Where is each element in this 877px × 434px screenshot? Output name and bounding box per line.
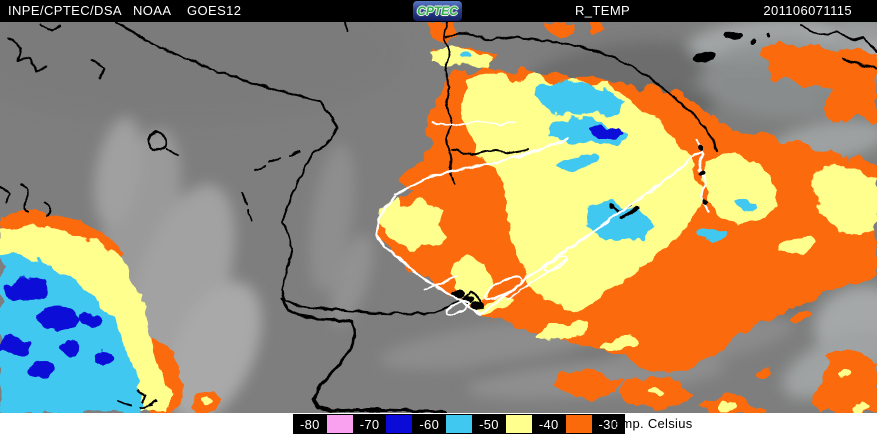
satellite-label: GOES12 <box>187 3 242 18</box>
country-borders <box>0 22 877 413</box>
legend-swatch-cyan <box>446 415 473 433</box>
timestamp-label: 201106071115 <box>763 3 852 18</box>
legend-label--80: -80 <box>300 416 320 432</box>
legend-swatch-yellow <box>505 415 532 433</box>
coastline-highlight <box>374 120 710 316</box>
legend-label--30: -30 <box>598 416 619 432</box>
legend-label--40: -40 <box>538 416 559 432</box>
legend-strip: -80 -70 -60 -50 -40 -30 <box>293 414 626 434</box>
legend-swatch-blue <box>386 415 413 433</box>
header-bar: INPE/CPTEC/DSA NOAA GOES12 CPTEC R_TEMP … <box>0 0 877 22</box>
legend-bar: -80 -70 -60 -50 -40 -30 Temp. Celsius <box>0 413 877 434</box>
legend-swatch-pink <box>326 415 353 433</box>
legend-label--60: -60 <box>419 416 440 432</box>
satellite-map <box>0 22 877 413</box>
legend-label--70: -70 <box>359 416 380 432</box>
satellite-map-canvas <box>0 22 877 413</box>
product-label: R_TEMP <box>575 3 631 18</box>
legend-title: Temp. Celsius <box>607 416 693 431</box>
agency-label: INPE/CPTEC/DSA <box>8 3 122 18</box>
cptec-logo-text: CPTEC <box>417 4 458 18</box>
network-label: NOAA <box>133 3 172 18</box>
legend-swatch-orange <box>565 415 592 433</box>
legend-label--50: -50 <box>479 416 499 432</box>
cptec-logo: CPTEC <box>413 1 462 21</box>
